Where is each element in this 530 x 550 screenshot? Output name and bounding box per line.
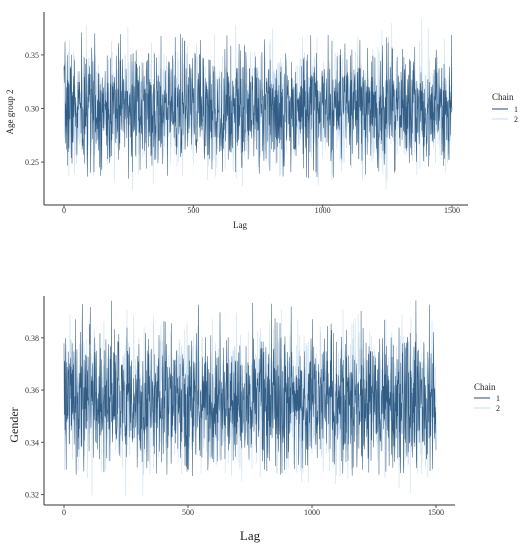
- y-tick-label: 0.25: [25, 158, 39, 167]
- legend-title: Chain: [492, 92, 514, 102]
- series-1-line: [63, 32, 453, 179]
- x-tick-label: 0: [62, 508, 66, 517]
- x-ticks: 0 500 1000 1500: [62, 505, 444, 517]
- y-ticks: 0.25 0.30 0.35: [25, 51, 44, 167]
- x-tick-label: 1500: [444, 206, 460, 215]
- legend: Chain 1 2: [474, 382, 500, 413]
- y-tick-label: 0.38: [25, 334, 39, 343]
- trace-plot-gender: 0.32 0.34 0.36 0.38 0 500 1000 1500 Lag Gender…: [7, 296, 500, 543]
- y-tick-label: 0.30: [25, 105, 39, 114]
- legend-label-2: 2: [496, 404, 500, 413]
- y-tick-label: 0.36: [25, 386, 39, 395]
- series-1-line: [63, 300, 437, 477]
- x-ticks: 0 500 1000 1500: [62, 205, 460, 215]
- series-1-trace: [63, 300, 437, 477]
- x-tick-label: 1000: [315, 206, 331, 215]
- legend: Chain 1 2: [492, 92, 518, 124]
- legend-title: Chain: [474, 382, 496, 392]
- x-tick-label: 500: [187, 206, 199, 215]
- x-tick-label: 1500: [428, 508, 444, 517]
- x-axis-title: Lag: [240, 528, 261, 543]
- y-axis-title: Age group 2: [5, 90, 15, 135]
- legend-label-1: 1: [514, 105, 518, 114]
- y-axis-title: Gender: [7, 407, 21, 442]
- y-ticks: 0.32 0.34 0.36 0.38: [25, 334, 44, 500]
- trace-plot-age-group-2: 0.25 0.30 0.35 0 500 1000 1500 Lag Age group …: [5, 12, 518, 230]
- x-axis-title: Lag: [233, 220, 247, 230]
- series-2-line: [63, 307, 437, 496]
- series-1-trace: [63, 32, 453, 179]
- x-tick-label: 500: [182, 508, 194, 517]
- x-tick-label: 1000: [304, 508, 320, 517]
- y-tick-label: 0.35: [25, 51, 39, 60]
- series-2-trace: [63, 307, 437, 496]
- legend-label-2: 2: [514, 115, 518, 124]
- y-tick-label: 0.34: [25, 438, 39, 447]
- x-tick-label: 0: [62, 206, 66, 215]
- legend-label-1: 1: [496, 394, 500, 403]
- y-tick-label: 0.32: [25, 491, 39, 500]
